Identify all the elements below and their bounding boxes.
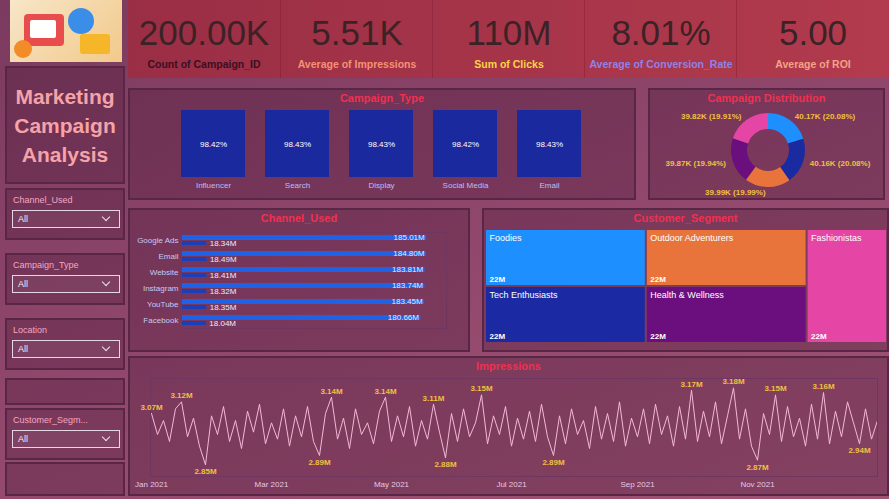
svg-text:Mar 2021: Mar 2021 xyxy=(255,480,289,489)
svg-text:39.82K (19.91%): 39.82K (19.91%) xyxy=(681,112,742,121)
svg-text:98.42%: 98.42% xyxy=(200,140,227,149)
svg-text:Social Media: Social Media xyxy=(443,181,489,190)
html-text:All: All xyxy=(18,279,28,289)
svg-text:18.04M: 18.04M xyxy=(209,319,236,328)
svg-text:184.80M: 184.80M xyxy=(393,249,424,258)
svg-text:2.94M: 2.94M xyxy=(848,446,871,455)
svg-text:39.87K (19.94%): 39.87K (19.94%) xyxy=(665,159,726,168)
svg-text:2.87M: 2.87M xyxy=(746,463,769,472)
svg-text:Email: Email xyxy=(158,252,178,261)
svg-text:183.74M: 183.74M xyxy=(392,281,423,290)
svg-text:98.43%: 98.43% xyxy=(536,140,563,149)
svg-text:Nov 2021: Nov 2021 xyxy=(740,480,775,489)
html-text:200.00K: 200.00K xyxy=(138,13,270,52)
svg-text:185.01M: 185.01M xyxy=(394,233,425,242)
svg-text:Google Ads: Google Ads xyxy=(137,236,178,245)
svg-text:Search: Search xyxy=(285,181,310,190)
svg-text:3.14M: 3.14M xyxy=(320,387,343,396)
svg-text:Jan 2021: Jan 2021 xyxy=(135,480,168,489)
svg-text:22M: 22M xyxy=(490,275,506,284)
svg-text:Tech Enthusiasts: Tech Enthusiasts xyxy=(490,290,559,300)
html-text:All: All xyxy=(18,214,28,224)
svg-text:Jul 2021: Jul 2021 xyxy=(496,480,527,489)
html-text:5.51K: 5.51K xyxy=(311,13,403,52)
svg-text:22M: 22M xyxy=(490,332,506,341)
svg-text:39.99K (19.99%): 39.99K (19.99%) xyxy=(705,188,766,197)
svg-text:180.66M: 180.66M xyxy=(388,313,419,322)
svg-text:22M: 22M xyxy=(650,275,666,284)
svg-text:Website: Website xyxy=(150,268,179,277)
html-text:Campaign_Type: Campaign_Type xyxy=(339,92,425,104)
svg-text:2.85M: 2.85M xyxy=(194,467,217,476)
svg-text:2.89M: 2.89M xyxy=(308,458,331,467)
svg-text:98.43%: 98.43% xyxy=(368,140,395,149)
html-text:Count of Campaign_ID: Count of Campaign_ID xyxy=(147,58,261,70)
html-text:Channel_Used: Channel_Used xyxy=(260,212,338,224)
svg-text:3.18M: 3.18M xyxy=(722,377,745,386)
html-text:Campaign_Type: Campaign_Type xyxy=(13,260,79,270)
svg-text:Health & Wellness: Health & Wellness xyxy=(650,290,724,300)
html-text:Impressions: Impressions xyxy=(476,360,541,372)
html-text:Customer_Segment: Customer_Segment xyxy=(633,212,738,224)
html-text:110M: 110M xyxy=(466,13,552,52)
svg-text:3.16M: 3.16M xyxy=(812,382,835,391)
svg-text:3.15M: 3.15M xyxy=(470,384,493,393)
html-text:Location: Location xyxy=(13,325,47,335)
svg-text:98.43%: 98.43% xyxy=(284,140,311,149)
html-text:Sum of Clicks: Sum of Clicks xyxy=(474,58,544,70)
html-text:Average of Conversion_Rate: Average of Conversion_Rate xyxy=(589,58,733,70)
svg-text:2.88M: 2.88M xyxy=(434,460,457,469)
svg-text:18.41M: 18.41M xyxy=(210,271,237,280)
svg-text:3.17M: 3.17M xyxy=(680,380,703,389)
svg-text:183.45M: 183.45M xyxy=(392,297,423,306)
svg-text:YouTube: YouTube xyxy=(147,300,179,309)
svg-text:3.12M: 3.12M xyxy=(170,391,193,400)
svg-text:18.34M: 18.34M xyxy=(210,239,237,248)
svg-text:18.32M: 18.32M xyxy=(210,287,237,296)
svg-text:3.15M: 3.15M xyxy=(764,384,787,393)
html-text:Average of Impressions: Average of Impressions xyxy=(297,58,417,70)
svg-text:3.07M: 3.07M xyxy=(140,403,163,412)
svg-text:18.35M: 18.35M xyxy=(210,303,237,312)
svg-text:Instagram: Instagram xyxy=(143,284,179,293)
html-text:Customer_Segm...: Customer_Segm... xyxy=(13,415,88,425)
svg-text:98.42%: 98.42% xyxy=(452,140,479,149)
html-text:Marketing Campaign Analysis: Marketing Campaign Analysis xyxy=(14,84,116,166)
svg-text:18.49M: 18.49M xyxy=(210,255,237,264)
svg-text:Email: Email xyxy=(539,181,559,190)
svg-text:Foodies: Foodies xyxy=(490,233,523,243)
svg-text:May 2021: May 2021 xyxy=(374,480,410,489)
html-text:Campaign Distribution: Campaign Distribution xyxy=(707,92,826,104)
svg-text:Fashionistas: Fashionistas xyxy=(811,233,862,243)
html-text:8.01%: 8.01% xyxy=(611,13,711,52)
html-text:Average of ROI: Average of ROI xyxy=(775,58,851,70)
html-text:All: All xyxy=(18,434,28,444)
svg-text:Sep 2021: Sep 2021 xyxy=(620,480,655,489)
svg-text:Display: Display xyxy=(368,181,394,190)
svg-text:Outdoor Adventurers: Outdoor Adventurers xyxy=(650,233,734,243)
svg-text:40.17K (20.08%): 40.17K (20.08%) xyxy=(795,112,856,121)
svg-text:3.11M: 3.11M xyxy=(423,394,445,403)
html-text:Channel_Used: Channel_Used xyxy=(13,195,73,205)
svg-text:2.89M: 2.89M xyxy=(542,458,565,467)
svg-text:22M: 22M xyxy=(650,332,666,341)
svg-text:3.14M: 3.14M xyxy=(374,387,397,396)
svg-text:40.16K (20.08%): 40.16K (20.08%) xyxy=(810,159,871,168)
svg-text:Facebook: Facebook xyxy=(143,316,179,325)
html-text:All: All xyxy=(18,344,28,354)
svg-text:183.81M: 183.81M xyxy=(392,265,423,274)
html-text:5.00: 5.00 xyxy=(778,13,848,52)
svg-text:Influencer: Influencer xyxy=(196,181,231,190)
svg-text:22M: 22M xyxy=(811,332,827,341)
